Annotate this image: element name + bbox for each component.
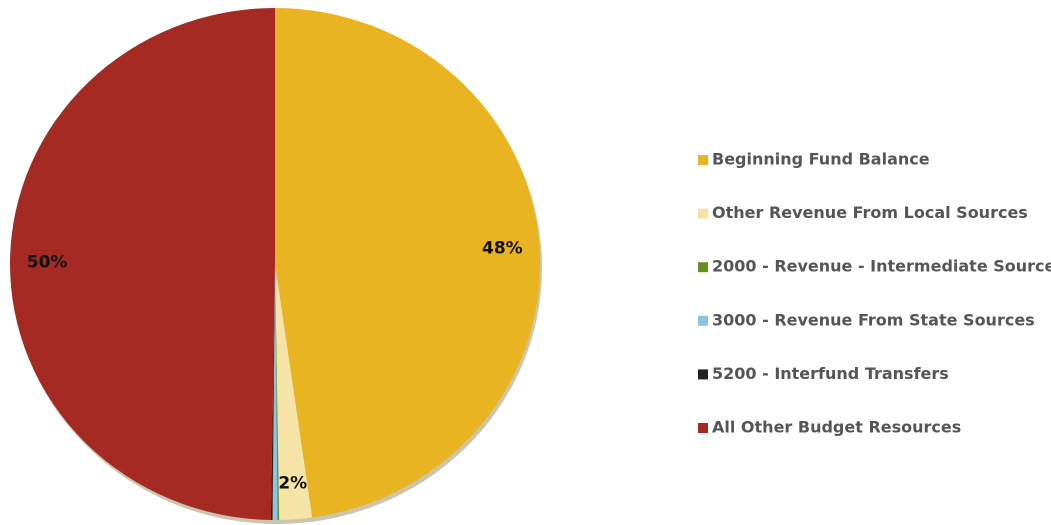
pie-slice: [9, 8, 276, 520]
legend-label: 2000 - Revenue - Intermediate Sources: [712, 257, 1051, 276]
legend-swatch: [698, 369, 708, 380]
legend-label: 3000 - Revenue From State Sources: [712, 310, 1035, 329]
pie-slice: [272, 264, 278, 520]
pie-slice: [275, 264, 313, 520]
pie: [9, 8, 540, 520]
legend-swatch: [698, 262, 708, 273]
legend-label: Beginning Fund Balance: [712, 150, 930, 169]
legend-label: 5200 - Interfund Transfers: [712, 364, 949, 383]
data-label: 50%: [27, 252, 68, 272]
legend-swatch: [698, 208, 708, 219]
pie-slice: [275, 264, 280, 520]
data-label: 48%: [482, 239, 523, 259]
legend-swatch: [698, 155, 708, 165]
pie-slice: [270, 264, 275, 520]
legend: Beginning Fund Balance Other Revenue From…: [698, 150, 1051, 437]
pie-slice: [275, 8, 540, 518]
legend-label: Other Revenue From Local Sources: [712, 203, 1028, 222]
legend-label: All Other Budget Resources: [712, 418, 961, 437]
data-label: 2%: [278, 473, 307, 493]
legend-swatch: [698, 315, 708, 326]
data-labels: 48% 2% 50%: [27, 239, 523, 494]
legend-swatch: [698, 423, 708, 433]
